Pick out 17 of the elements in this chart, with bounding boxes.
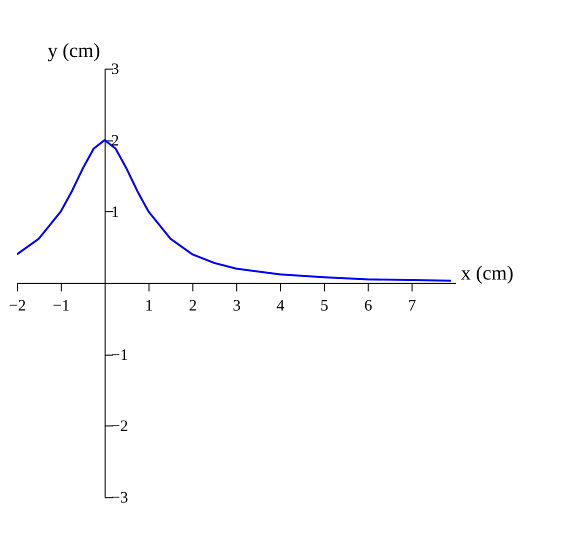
y-tick-label: −1 [111,346,128,364]
y-tick-label: 3 [111,61,120,78]
x-tick-label: −1 [52,297,70,314]
x-tick-label: 4 [276,297,285,314]
y-tick-label: −3 [111,490,128,507]
x-axis-title: x (cm) [460,262,514,284]
x-tick-label: 1 [145,297,154,314]
x-tick-label: 6 [364,297,372,314]
y-tick-label: 1 [111,204,120,221]
y-tick-label: −2 [111,418,128,436]
x-tick-label: 3 [232,297,241,314]
x-tick-label: 2 [188,297,197,314]
x-tick-label: 7 [408,297,416,314]
y-tick-label: 2 [111,132,120,150]
y-axis-title: y (cm) [48,40,100,62]
x-tick-label: −2 [8,297,26,314]
x-tick-label: 5 [320,297,328,314]
